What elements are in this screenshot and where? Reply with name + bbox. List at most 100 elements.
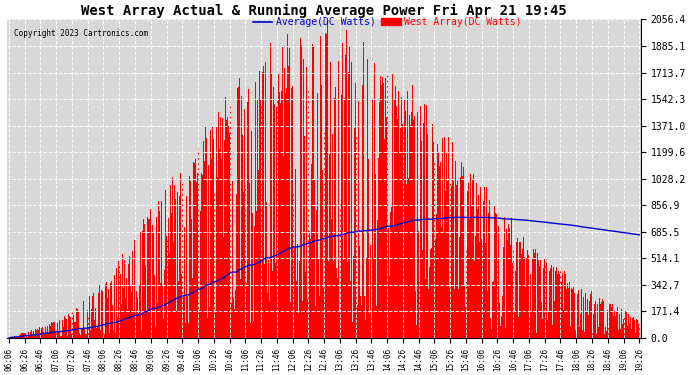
Bar [133,310,134,338]
Bar [20,334,21,338]
Bar [63,325,64,338]
Bar [145,265,146,338]
Bar [152,232,153,338]
Bar [68,314,69,338]
Bar [338,62,339,338]
Bar [254,104,255,338]
Bar [193,162,194,338]
Bar [524,255,525,338]
Bar [31,330,32,338]
Bar [541,302,542,338]
Bar [462,176,463,338]
Bar [534,253,535,338]
Bar [489,200,490,338]
Bar [23,333,24,338]
Bar [169,254,170,338]
Bar [119,272,121,338]
Bar [173,242,174,338]
Bar [424,312,425,338]
Bar [206,138,207,338]
Bar [426,105,427,338]
Bar [490,318,491,338]
Bar [549,271,550,338]
Bar [488,214,489,338]
Bar [273,87,274,338]
Bar [207,318,208,338]
Bar [469,219,471,338]
Bar [546,302,547,338]
Bar [79,333,80,338]
Bar [184,226,185,338]
Bar [305,272,306,338]
Bar [51,322,52,338]
Bar [243,110,244,338]
Bar [34,330,35,338]
Bar [106,282,107,338]
Bar [24,333,25,338]
Bar [30,337,31,338]
Bar [468,183,469,338]
Bar [498,226,499,338]
Bar [356,135,357,338]
Bar [433,141,434,338]
Bar [200,211,201,338]
Bar [205,127,206,338]
Bar [252,213,253,338]
Bar [148,219,149,338]
Bar [297,47,299,338]
Bar [311,164,312,338]
Bar [558,333,560,338]
Bar [192,278,193,338]
Bar [57,322,58,338]
Bar [340,202,341,338]
Bar [568,288,569,338]
Bar [515,271,516,338]
Bar [42,327,43,338]
Bar [538,260,539,338]
Bar [448,137,449,338]
Bar [72,311,73,338]
Bar [41,326,42,338]
Bar [355,83,356,338]
Bar [607,310,608,338]
Bar [551,265,552,338]
Bar [203,141,204,338]
Bar [525,287,526,338]
Bar [182,181,183,338]
Bar [634,320,635,338]
Bar [364,296,365,338]
Bar [300,38,301,338]
Bar [624,336,626,338]
Bar [560,268,561,338]
Title: West Array Actual & Running Average Power Fri Apr 21 19:45: West Array Actual & Running Average Powe… [81,4,567,18]
Bar [569,324,571,338]
Bar [550,268,551,338]
Bar [509,228,510,338]
Bar [90,330,91,338]
Bar [341,95,342,338]
Bar [493,281,494,338]
Bar [195,159,196,338]
Bar [410,84,411,338]
Bar [573,286,574,338]
Bar [66,319,67,338]
Bar [22,333,23,338]
Bar [501,316,502,338]
Bar [437,144,438,338]
Bar [228,126,229,338]
Bar [359,246,360,338]
Bar [578,290,579,338]
Bar [385,78,386,338]
Bar [284,68,285,338]
Bar [67,336,68,338]
Bar [134,240,135,338]
Bar [329,154,330,338]
Bar [514,312,515,338]
Bar [210,130,211,338]
Bar [379,102,380,338]
Bar [444,137,445,338]
Bar [237,88,238,338]
Bar [526,258,527,338]
Bar [557,274,558,338]
Bar [168,218,169,338]
